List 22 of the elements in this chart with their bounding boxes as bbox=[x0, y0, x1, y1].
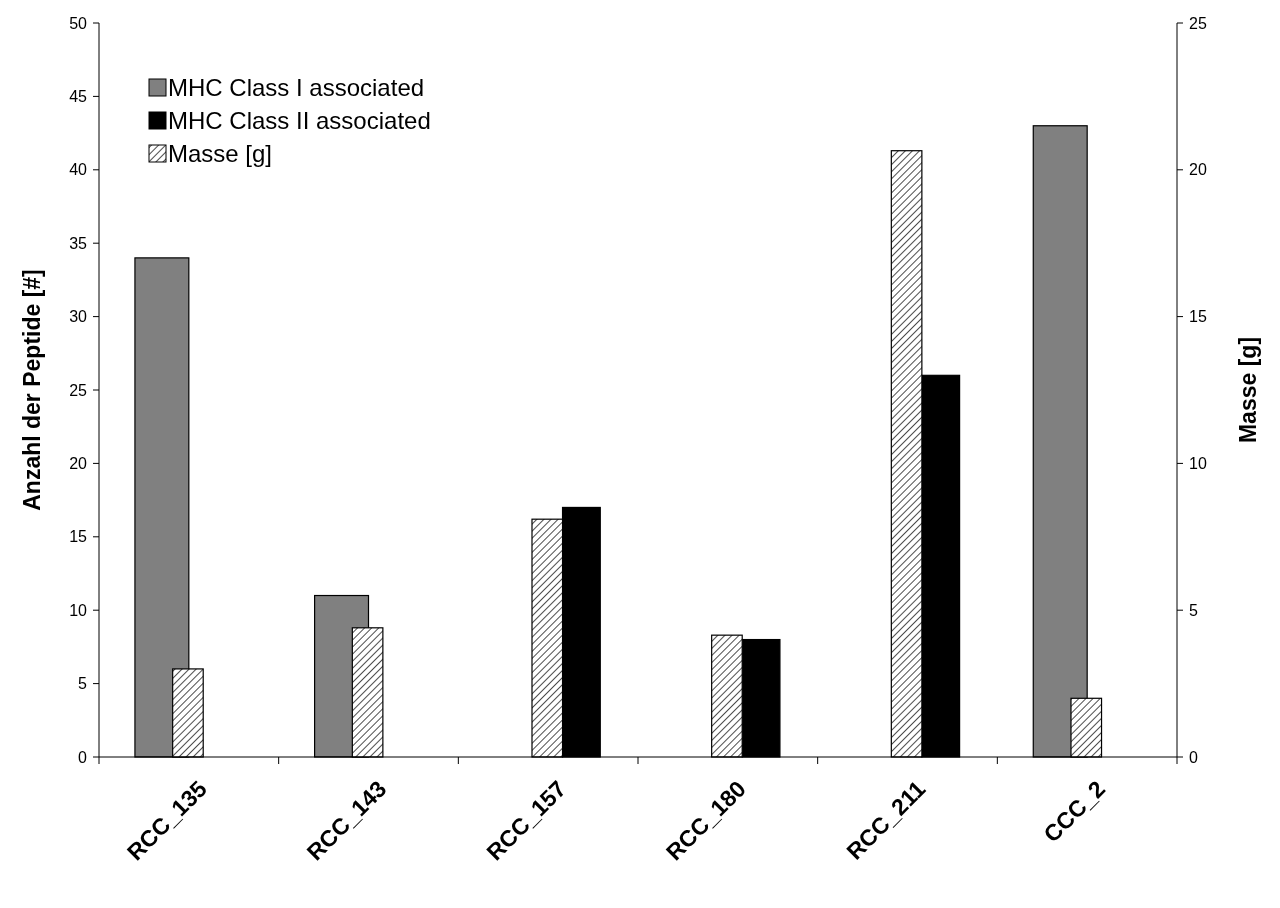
y2-tick-label: 10 bbox=[1189, 455, 1207, 472]
y2-axis-title: Masse [g] bbox=[1235, 336, 1262, 444]
y2-tick-label: 5 bbox=[1189, 601, 1198, 619]
y-tick-label: 30 bbox=[69, 308, 88, 326]
y2-tick-label: 0 bbox=[1189, 748, 1198, 766]
legend-label: MHC Class I associated bbox=[168, 74, 425, 102]
y2-tick-label: 25 bbox=[1189, 14, 1207, 32]
y-tick-label: 10 bbox=[69, 601, 88, 619]
y2-tick-label: 15 bbox=[1189, 308, 1207, 326]
y-tick-label: 0 bbox=[78, 748, 88, 766]
y-tick-label: 25 bbox=[69, 381, 88, 399]
y-tick-label: 15 bbox=[69, 528, 88, 546]
y-tick-label: 20 bbox=[69, 455, 88, 472]
legend-label: Masse [g] bbox=[168, 140, 273, 168]
legend-label: MHC Class II associated bbox=[168, 107, 431, 135]
y2-tick-label: 20 bbox=[1189, 161, 1207, 179]
y-tick-label: 50 bbox=[69, 14, 88, 32]
y-tick-label: 5 bbox=[78, 675, 88, 693]
y-tick-label: 45 bbox=[69, 88, 88, 105]
y-axis-title: Anzahl der Peptide [#] bbox=[19, 269, 46, 511]
y-tick-label: 40 bbox=[69, 161, 88, 179]
y-tick-label: 35 bbox=[69, 234, 88, 252]
